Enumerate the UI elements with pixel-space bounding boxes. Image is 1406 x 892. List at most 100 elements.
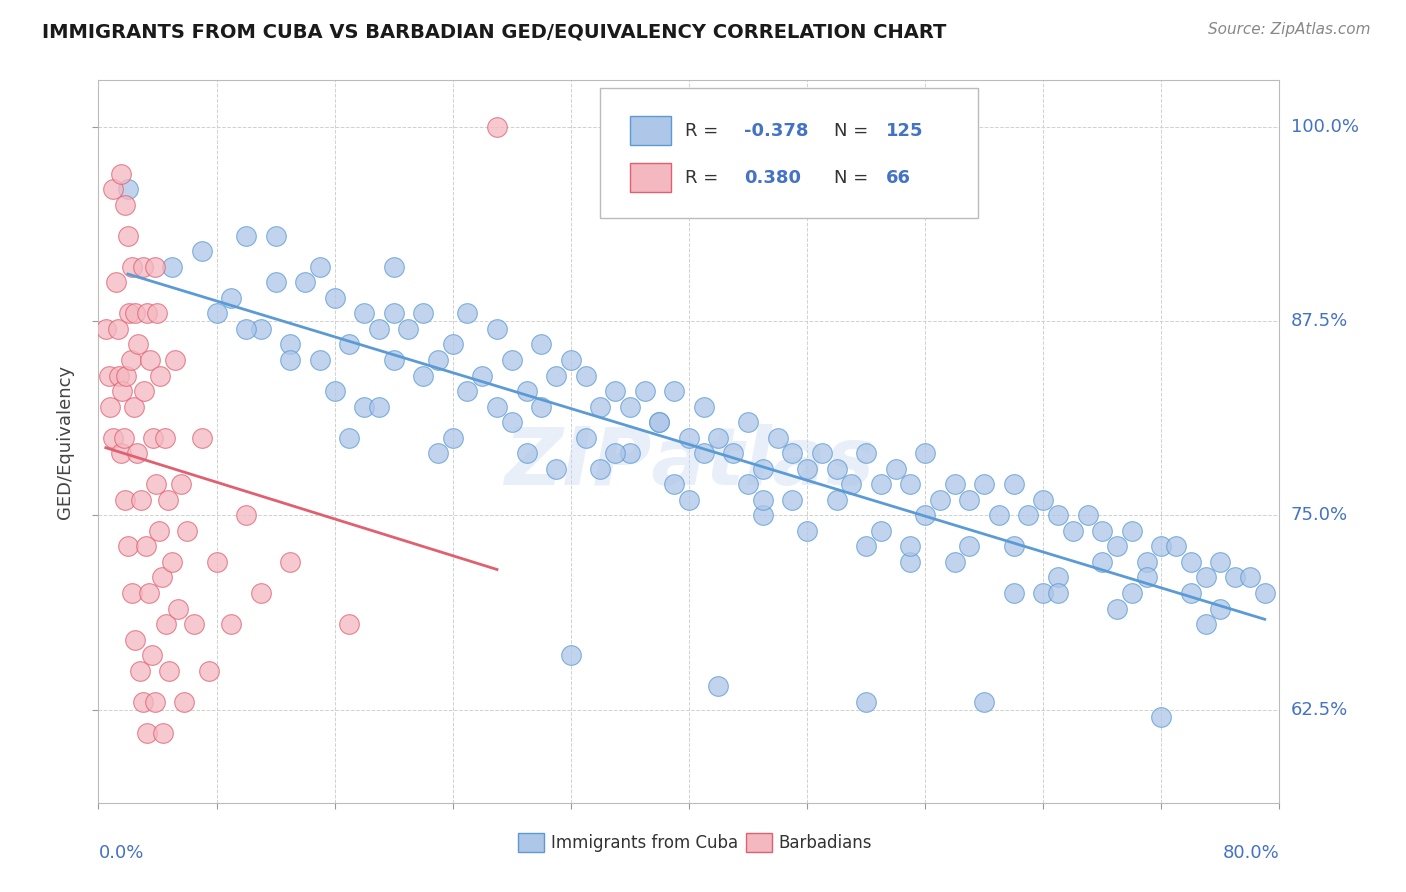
Point [162,260,183,274]
Text: R =: R = [685,122,724,140]
Text: -0.378: -0.378 [744,122,808,140]
Point [280,337,302,351]
Point [988,508,1011,523]
Point [148,524,170,538]
Point [693,446,716,460]
Point [1002,477,1025,491]
Point [486,400,509,414]
Point [280,353,302,368]
Point [737,477,759,491]
Point [165,353,187,368]
Point [173,695,195,709]
Point [382,260,405,274]
Point [118,306,141,320]
Point [124,632,146,647]
Point [1225,570,1247,584]
Point [339,617,361,632]
Point [382,306,405,320]
Text: Source: ZipAtlas.com: Source: ZipAtlas.com [1208,22,1371,37]
Point [1180,586,1202,600]
Point [162,555,183,569]
Point [707,679,730,693]
Point [128,664,150,678]
Point [530,337,553,351]
Point [457,384,479,398]
Point [943,555,966,569]
Point [929,492,952,507]
Point [368,322,391,336]
Point [959,492,981,507]
Point [737,415,759,429]
Point [150,570,173,584]
Point [766,431,789,445]
Point [1121,586,1143,600]
Point [973,695,995,709]
Point [560,353,582,368]
Point [1209,601,1232,615]
Point [250,586,273,600]
Point [97,368,120,383]
Point [678,492,700,507]
FancyBboxPatch shape [745,833,772,852]
Text: 0.380: 0.380 [744,169,801,186]
Point [707,431,730,445]
Point [121,586,143,600]
Point [146,306,169,320]
Point [114,197,136,211]
Point [117,228,139,243]
Point [398,322,420,336]
Point [412,306,434,320]
Point [973,477,995,491]
Point [143,260,166,274]
Point [176,524,198,538]
Point [841,477,863,491]
Point [125,446,148,460]
Point [235,228,257,243]
Point [157,664,180,678]
Point [723,446,745,460]
Point [309,353,332,368]
FancyBboxPatch shape [517,833,544,852]
Point [294,275,316,289]
Text: N =: N = [834,122,875,140]
Point [221,617,243,632]
Point [134,384,156,398]
Text: 66: 66 [886,169,911,186]
Point [136,726,159,740]
Point [1032,492,1054,507]
Y-axis label: GED/Equivalency: GED/Equivalency [56,365,75,518]
Point [122,400,145,414]
Point [191,244,214,259]
Point [132,695,155,709]
Point [1195,570,1218,584]
FancyBboxPatch shape [630,117,671,145]
Point [264,228,287,243]
Point [250,322,273,336]
Point [486,322,509,336]
Point [1121,524,1143,538]
Point [235,508,257,523]
Point [103,182,125,196]
Point [156,492,179,507]
Point [678,431,700,445]
Text: 100.0%: 100.0% [1291,118,1358,136]
Point [810,446,832,460]
Point [589,461,612,475]
Point [152,726,174,740]
Point [914,508,936,523]
Point [110,446,132,460]
Point [900,555,922,569]
Text: 87.5%: 87.5% [1291,312,1348,330]
Point [486,120,509,134]
Point [1195,617,1218,632]
Point [117,540,139,554]
Point [782,446,804,460]
Point [693,400,716,414]
Point [870,524,893,538]
Point [183,617,205,632]
Point [1091,555,1114,569]
Point [1002,586,1025,600]
Point [1107,540,1129,554]
Point [796,461,818,475]
Point [589,400,612,414]
